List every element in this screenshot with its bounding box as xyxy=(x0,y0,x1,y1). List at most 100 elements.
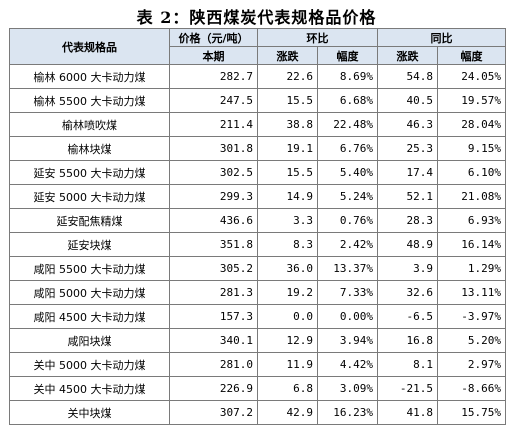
yoy-change-cell: 40.5 xyxy=(377,88,438,113)
yoy-rate-cell: 13.11% xyxy=(437,280,506,305)
mom-change-cell: 42.9 xyxy=(257,400,318,425)
table-row: 延安配焦精煤 436.6 3.3 0.76% 28.3 6.93% xyxy=(9,208,506,233)
price-cell: 226.9 xyxy=(169,376,258,401)
yoy-rate-cell: -3.97% xyxy=(437,304,506,329)
header-mom-change: 涨跌 xyxy=(257,46,318,65)
table-row: 延安 5000 大卡动力煤 299.3 14.9 5.24% 52.1 21.08% xyxy=(9,184,506,209)
price-cell: 302.5 xyxy=(169,160,258,185)
product-name-cell: 咸阳 5000 大卡动力煤 xyxy=(9,280,170,305)
mom-change-cell: 36.0 xyxy=(257,256,318,281)
price-cell: 307.2 xyxy=(169,400,258,425)
mom-change-cell: 19.1 xyxy=(257,136,318,161)
header-current: 本期 xyxy=(169,46,258,65)
yoy-change-cell: 25.3 xyxy=(377,136,438,161)
table-row: 榆林 5500 大卡动力煤 247.5 15.5 6.68% 40.5 19.57% xyxy=(9,88,506,113)
header-name: 代表规格品 xyxy=(9,28,170,65)
mom-rate-cell: 3.94% xyxy=(317,328,378,353)
yoy-rate-cell: 15.75% xyxy=(437,400,506,425)
price-cell: 299.3 xyxy=(169,184,258,209)
table-row: 延安块煤 351.8 8.3 2.42% 48.9 16.14% xyxy=(9,232,506,257)
header-yoy: 同比 xyxy=(377,28,506,47)
table-row: 榆林块煤 301.8 19.1 6.76% 25.3 9.15% xyxy=(9,136,506,161)
yoy-change-cell: 16.8 xyxy=(377,328,438,353)
price-cell: 301.8 xyxy=(169,136,258,161)
yoy-rate-cell: 5.20% xyxy=(437,328,506,353)
product-name-cell: 榆林喷吹煤 xyxy=(9,112,170,137)
mom-change-cell: 38.8 xyxy=(257,112,318,137)
yoy-rate-cell: 24.05% xyxy=(437,64,506,89)
yoy-rate-cell: 16.14% xyxy=(437,232,506,257)
product-name-cell: 关中 5000 大卡动力煤 xyxy=(9,352,170,377)
product-name-cell: 延安 5500 大卡动力煤 xyxy=(9,160,170,185)
mom-rate-cell: 22.48% xyxy=(317,112,378,137)
yoy-rate-cell: 28.04% xyxy=(437,112,506,137)
header-yoy-change: 涨跌 xyxy=(377,46,438,65)
table-row: 咸阳 5500 大卡动力煤 305.2 36.0 13.37% 3.9 1.29% xyxy=(9,256,506,281)
mom-rate-cell: 5.24% xyxy=(317,184,378,209)
header-mom: 环比 xyxy=(257,28,378,47)
mom-change-cell: 3.3 xyxy=(257,208,318,233)
price-cell: 282.7 xyxy=(169,64,258,89)
mom-change-cell: 6.8 xyxy=(257,376,318,401)
header-yoy-rate: 幅度 xyxy=(437,46,506,65)
mom-change-cell: 0.0 xyxy=(257,304,318,329)
table-row: 咸阳 4500 大卡动力煤 157.3 0.0 0.00% -6.5 -3.97% xyxy=(9,304,506,329)
price-cell: 351.8 xyxy=(169,232,258,257)
product-name-cell: 咸阳 4500 大卡动力煤 xyxy=(9,304,170,329)
price-cell: 247.5 xyxy=(169,88,258,113)
table-title: 表 2：陕西煤炭代表规格品价格 xyxy=(136,8,377,27)
mom-rate-cell: 3.09% xyxy=(317,376,378,401)
price-cell: 281.0 xyxy=(169,352,258,377)
product-name-cell: 榆林 6000 大卡动力煤 xyxy=(9,64,170,89)
product-name-cell: 咸阳块煤 xyxy=(9,328,170,353)
yoy-change-cell: 28.3 xyxy=(377,208,438,233)
yoy-change-cell: 52.1 xyxy=(377,184,438,209)
price-cell: 211.4 xyxy=(169,112,258,137)
product-name-cell: 关中块煤 xyxy=(9,400,170,425)
yoy-change-cell: 48.9 xyxy=(377,232,438,257)
product-name-cell: 榆林 5500 大卡动力煤 xyxy=(9,88,170,113)
product-name-cell: 延安 5000 大卡动力煤 xyxy=(9,184,170,209)
mom-rate-cell: 6.76% xyxy=(317,136,378,161)
yoy-change-cell: 54.8 xyxy=(377,64,438,89)
yoy-rate-cell: 1.29% xyxy=(437,256,506,281)
price-cell: 305.2 xyxy=(169,256,258,281)
yoy-change-cell: 17.4 xyxy=(377,160,438,185)
mom-change-cell: 11.9 xyxy=(257,352,318,377)
yoy-change-cell: 3.9 xyxy=(377,256,438,281)
price-cell: 281.3 xyxy=(169,280,258,305)
table-row: 关中 4500 大卡动力煤 226.9 6.8 3.09% -21.5 -8.66% xyxy=(9,376,506,401)
mom-rate-cell: 8.69% xyxy=(317,64,378,89)
yoy-rate-cell: 9.15% xyxy=(437,136,506,161)
table-header: 代表规格品 价格（元/吨） 环比 同比 本期 涨跌 幅度 涨跌 幅度 xyxy=(9,28,506,65)
yoy-change-cell: 41.8 xyxy=(377,400,438,425)
yoy-change-cell: 8.1 xyxy=(377,352,438,377)
yoy-rate-cell: 6.10% xyxy=(437,160,506,185)
mom-rate-cell: 7.33% xyxy=(317,280,378,305)
yoy-change-cell: 46.3 xyxy=(377,112,438,137)
mom-rate-cell: 0.76% xyxy=(317,208,378,233)
product-name-cell: 关中 4500 大卡动力煤 xyxy=(9,376,170,401)
yoy-rate-cell: -8.66% xyxy=(437,376,506,401)
mom-rate-cell: 0.00% xyxy=(317,304,378,329)
mom-change-cell: 12.9 xyxy=(257,328,318,353)
yoy-rate-cell: 21.08% xyxy=(437,184,506,209)
mom-rate-cell: 16.23% xyxy=(317,400,378,425)
mom-change-cell: 15.5 xyxy=(257,160,318,185)
table-row: 榆林 6000 大卡动力煤 282.7 22.6 8.69% 54.8 24.05% xyxy=(9,64,506,89)
mom-rate-cell: 6.68% xyxy=(317,88,378,113)
header-mom-rate: 幅度 xyxy=(317,46,378,65)
mom-rate-cell: 2.42% xyxy=(317,232,378,257)
mom-change-cell: 8.3 xyxy=(257,232,318,257)
price-table: 代表规格品 价格（元/吨） 环比 同比 本期 涨跌 幅度 涨跌 幅度 榆林 60… xyxy=(9,28,506,425)
header-price: 价格（元/吨） xyxy=(169,28,258,47)
mom-change-cell: 22.6 xyxy=(257,64,318,89)
price-cell: 340.1 xyxy=(169,328,258,353)
product-name-cell: 延安块煤 xyxy=(9,232,170,257)
yoy-rate-cell: 6.93% xyxy=(437,208,506,233)
price-cell: 436.6 xyxy=(169,208,258,233)
product-name-cell: 延安配焦精煤 xyxy=(9,208,170,233)
header-row-top: 代表规格品 价格（元/吨） 环比 同比 xyxy=(9,28,506,65)
table-row: 关中 5000 大卡动力煤 281.0 11.9 4.42% 8.1 2.97% xyxy=(9,352,506,377)
